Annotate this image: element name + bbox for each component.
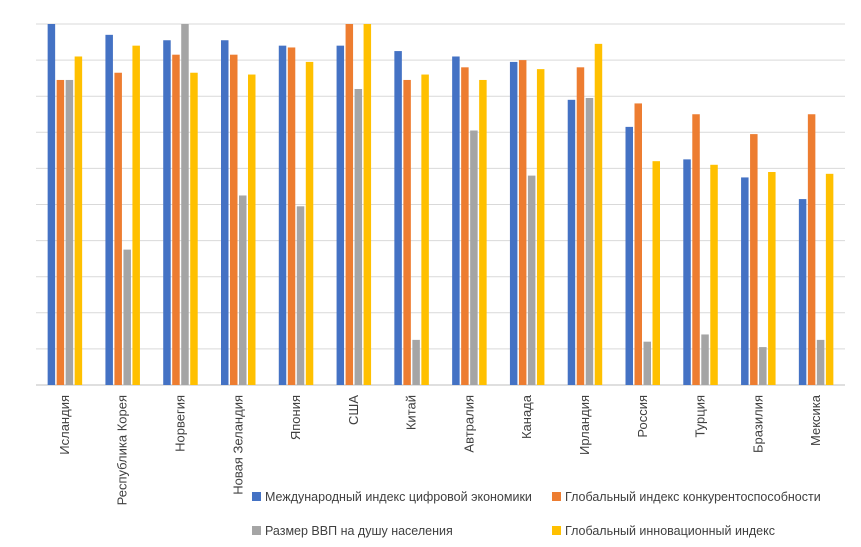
bar — [403, 79, 411, 385]
legend-swatch — [552, 492, 561, 501]
bar — [305, 61, 314, 385]
bar — [123, 249, 131, 385]
x-axis: Исландия Республика Корея Норвегия Новая Зе… — [57, 394, 823, 505]
bar — [536, 69, 545, 385]
bar — [470, 130, 478, 385]
bar — [278, 45, 287, 385]
bar — [132, 45, 140, 385]
bar — [594, 43, 603, 385]
x-tick-label: Мексика — [808, 394, 823, 446]
bar — [701, 334, 709, 385]
x-tick-label: Республика Корея — [115, 395, 130, 505]
legend-label: Глобальный инновационный индекс — [565, 524, 775, 538]
bar — [452, 56, 460, 386]
x-tick-label: Исландия — [57, 395, 72, 455]
bar — [354, 88, 363, 385]
bar — [181, 24, 189, 385]
bar — [825, 173, 834, 385]
bar — [683, 159, 691, 385]
legend: Международный индекс цифровой экономики Г… — [252, 490, 821, 538]
bar — [74, 56, 83, 386]
bar — [807, 114, 816, 385]
gridlines — [36, 23, 845, 386]
bar — [692, 114, 700, 385]
bar — [527, 175, 536, 385]
legend-label: Размер ВВП на душу населения — [265, 524, 453, 538]
bar — [230, 54, 238, 386]
bar — [479, 79, 487, 385]
bar — [239, 195, 247, 385]
bar — [750, 134, 758, 385]
bar — [221, 40, 229, 386]
bar — [710, 164, 718, 385]
bar — [576, 67, 585, 385]
bar — [105, 34, 113, 386]
legend-label: Глобальный индекс конкурентоспособности — [565, 490, 821, 504]
bar — [47, 24, 56, 385]
bar — [412, 339, 420, 385]
bar — [509, 61, 518, 385]
bar — [768, 172, 776, 385]
legend-swatch — [252, 492, 261, 501]
bar — [421, 74, 429, 385]
bar — [461, 67, 469, 385]
bar — [741, 177, 749, 385]
bar — [163, 40, 171, 386]
bar — [798, 199, 807, 385]
x-tick-label: Турция — [693, 395, 708, 438]
bar — [56, 79, 65, 385]
bar — [634, 103, 642, 386]
bar — [114, 72, 122, 386]
x-tick-label: Канада — [519, 394, 534, 439]
bar — [172, 54, 180, 386]
bar — [345, 24, 354, 385]
x-tick-label: Автралия — [461, 395, 476, 453]
bar — [625, 126, 633, 385]
bar — [65, 79, 74, 385]
bar — [394, 51, 402, 385]
x-tick-label: Япония — [288, 395, 303, 440]
bar — [336, 45, 345, 385]
legend-swatch — [552, 526, 561, 535]
x-tick-label: Бразилия — [750, 395, 765, 453]
bar — [287, 47, 296, 386]
x-tick-label: Норвегия — [172, 395, 187, 452]
legend-label: Международный индекс цифровой экономики — [265, 490, 532, 504]
bar — [567, 99, 576, 385]
bar — [759, 347, 767, 385]
legend-swatch — [252, 526, 261, 535]
x-tick-label: Новая Зеландия — [230, 395, 245, 495]
bar — [190, 72, 198, 386]
bar — [296, 206, 305, 385]
bars-group — [47, 24, 834, 386]
bar — [248, 74, 256, 385]
bar — [652, 161, 660, 385]
bar — [816, 339, 825, 385]
bar — [518, 60, 527, 385]
x-tick-label: Ирландия — [577, 395, 592, 455]
x-tick-label: США — [346, 395, 361, 425]
bar — [363, 24, 372, 385]
bar — [643, 341, 651, 385]
x-tick-label: Россия — [635, 395, 650, 438]
x-tick-label: Китай — [404, 395, 419, 430]
bar — [585, 98, 594, 385]
